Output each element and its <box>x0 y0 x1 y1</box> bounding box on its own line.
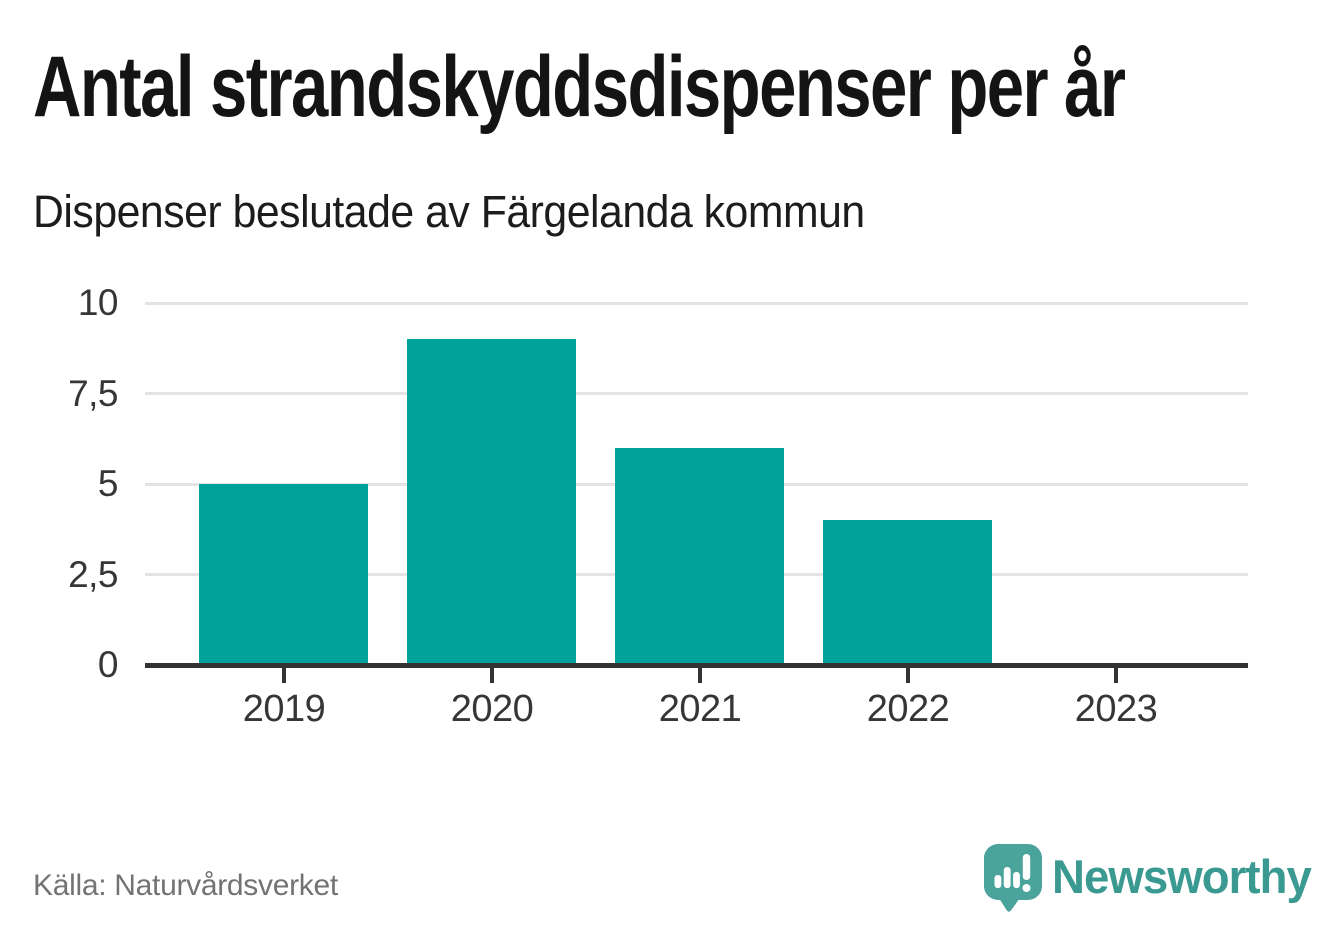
x-tick-2021 <box>697 668 702 683</box>
chart-title: Antal strandskyddsdispenser per år <box>33 39 1126 135</box>
bar-2019 <box>199 484 369 665</box>
x-tick-label-2023: 2023 <box>1074 688 1158 730</box>
y-tick-label-7-5: 7,5 <box>68 372 118 414</box>
y-tick-label-10: 10 <box>77 282 119 323</box>
x-tick-label-2019: 2019 <box>242 688 326 730</box>
x-tick-2020 <box>489 668 494 683</box>
x-tick-2022 <box>905 668 910 683</box>
x-tick-label-2021: 2021 <box>658 688 742 730</box>
plot-area <box>145 301 1248 665</box>
x-tick-label-2020: 2020 <box>450 688 534 730</box>
bar-2022 <box>823 520 993 665</box>
newsworthy-logo[interactable]: Newsworthy <box>983 843 1319 913</box>
x-tick-2019 <box>281 668 286 683</box>
x-tick-label-2022: 2022 <box>866 688 950 730</box>
newsworthy-bubble-chart-icon <box>984 844 1042 912</box>
y-tick-label-5: 5 <box>97 463 119 504</box>
gridline-10 <box>145 301 1248 305</box>
newsworthy-logo-text: Newsworthy <box>1052 850 1312 903</box>
y-tick-label-2-5: 2,5 <box>68 553 118 595</box>
x-tick-2023 <box>1113 668 1118 683</box>
gridline-7-5 <box>145 392 1248 395</box>
bar-2021 <box>615 447 785 665</box>
source-note: Källa: Naturvårdsverket <box>33 869 338 902</box>
chart-subtitle: Dispenser beslutade av Färgelanda kommun <box>33 186 865 237</box>
bar-2020 <box>407 339 577 665</box>
y-tick-label-0: 0 <box>97 644 119 685</box>
x-axis-line <box>145 663 1248 668</box>
